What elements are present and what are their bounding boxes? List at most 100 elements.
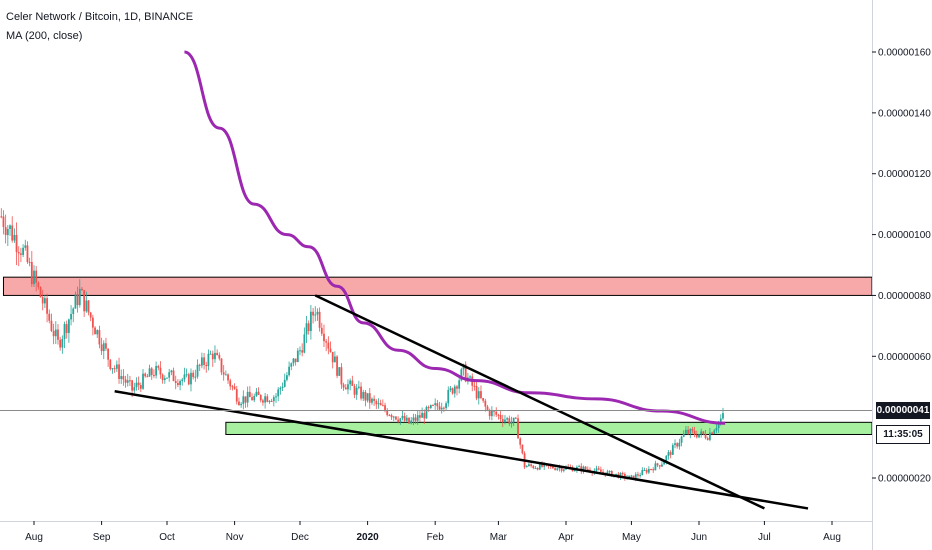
candle-body xyxy=(395,416,397,420)
candle-body xyxy=(174,381,177,383)
candle-body xyxy=(312,311,314,316)
time-tick-label: Oct xyxy=(159,532,175,543)
trendline-1 xyxy=(114,390,809,510)
candle-body xyxy=(107,348,110,360)
candle-body xyxy=(698,434,700,438)
candle-body xyxy=(368,393,371,403)
candle-body xyxy=(700,431,703,435)
candle-body xyxy=(371,398,373,403)
candle-body xyxy=(687,429,689,434)
price-axis[interactable]: 0.00000160 0.00000140 0.00000120 0.00000100… xyxy=(872,48,931,485)
candle-body xyxy=(558,467,561,469)
candle-body xyxy=(120,376,123,379)
candle-body xyxy=(314,314,317,316)
candle-body xyxy=(235,389,238,402)
candle-body xyxy=(421,412,423,418)
candle-body xyxy=(416,415,419,421)
candle-body xyxy=(9,225,11,229)
candle-body xyxy=(344,387,347,390)
candle-body xyxy=(240,403,243,406)
candle-body xyxy=(543,463,546,467)
candle-body xyxy=(508,418,511,424)
candle-body xyxy=(349,380,352,385)
candle-body xyxy=(20,253,22,255)
candle-body xyxy=(259,394,262,401)
time-tick-label: Mar xyxy=(490,532,508,543)
indicator-label[interactable]: MA (200, close) xyxy=(6,30,83,42)
candle-body xyxy=(270,400,273,402)
candle-body xyxy=(665,455,668,462)
candle-body xyxy=(397,419,400,422)
candle-body xyxy=(113,368,116,370)
candle-body xyxy=(438,406,441,410)
candle-body xyxy=(251,397,253,401)
candle-body xyxy=(379,403,382,406)
candle-body xyxy=(403,415,406,421)
candle-body xyxy=(211,353,214,360)
candle-body xyxy=(288,366,290,376)
candle-body xyxy=(222,372,225,375)
candle-body xyxy=(630,475,633,477)
candle-body xyxy=(504,419,506,422)
candle-body xyxy=(310,311,312,332)
candle-body xyxy=(473,385,476,387)
candle-body xyxy=(185,374,188,376)
candle-body xyxy=(61,339,64,348)
candle-body xyxy=(96,330,99,335)
time-tick-label: Nov xyxy=(226,532,244,543)
candle-body xyxy=(166,377,168,379)
candle-body xyxy=(207,353,210,367)
candle-body xyxy=(691,429,694,431)
candle-body xyxy=(722,413,724,419)
time-tick-label: Aug xyxy=(25,532,43,543)
candle-body xyxy=(146,376,149,378)
price-tick-label: 0.00000120 xyxy=(878,169,931,180)
candle-body xyxy=(65,324,68,333)
candle-body xyxy=(381,405,384,407)
candle-body xyxy=(661,464,663,467)
candle-body xyxy=(525,466,528,468)
symbol-title[interactable]: Celer Network / Bitcoin, 1D, BINANCE xyxy=(6,11,194,23)
candle-body xyxy=(392,416,395,418)
candle-body xyxy=(449,388,452,390)
candle-body xyxy=(680,436,683,443)
candle-body xyxy=(72,308,75,314)
candle-body xyxy=(126,380,129,383)
candle-body xyxy=(362,392,365,399)
candle-body xyxy=(203,357,205,365)
candle-body xyxy=(434,403,437,406)
time-tick-label: May xyxy=(622,532,641,543)
price-tick-label: 0.00000100 xyxy=(878,230,931,241)
candle-body xyxy=(364,392,367,401)
candle-body xyxy=(634,474,637,480)
candle-body xyxy=(451,388,454,394)
time-tick-label: Feb xyxy=(427,532,445,543)
candle-body xyxy=(357,386,360,388)
last-price-label: 0.00000041 xyxy=(876,402,930,419)
candle-body xyxy=(331,351,334,363)
candle-body xyxy=(447,389,450,404)
candle-body xyxy=(129,380,131,382)
price-tick-label: 0.00000140 xyxy=(878,108,931,119)
candle-body xyxy=(534,467,537,469)
trendline-2 xyxy=(314,294,765,510)
candle-body xyxy=(519,438,522,445)
candle-body xyxy=(562,469,565,471)
candle-body xyxy=(6,228,9,236)
candle-body xyxy=(595,468,598,471)
candle-body xyxy=(554,468,556,470)
time-axis[interactable]: Aug Sep Oct Nov Dec 2020 Feb Mar Apr May Jun Jul Aug xyxy=(25,521,841,543)
candle-body xyxy=(401,415,404,419)
candle-body xyxy=(639,475,642,477)
candle-body xyxy=(294,358,297,363)
candle-body xyxy=(74,294,77,309)
candle-body xyxy=(709,432,711,440)
candle-body xyxy=(24,245,27,248)
candle-body xyxy=(482,398,485,401)
candle-body xyxy=(602,471,604,473)
time-tick-label: Jun xyxy=(691,532,707,543)
candle-body xyxy=(57,329,59,340)
candle-body xyxy=(46,298,48,314)
candle-body xyxy=(15,234,18,253)
